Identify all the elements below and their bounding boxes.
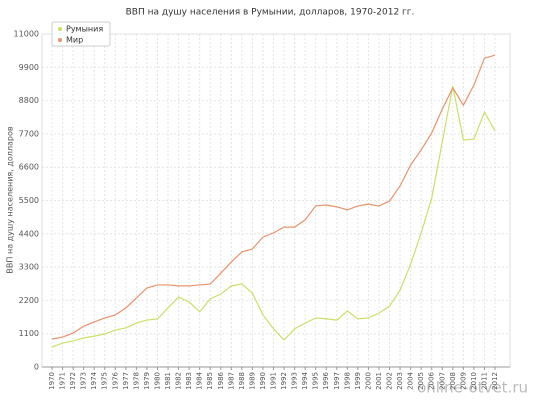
y-tick-label: 6600 (19, 163, 39, 172)
x-tick-label: 2011 (480, 372, 488, 390)
x-tick-label: 1996 (322, 371, 330, 389)
x-tick-label: 1978 (132, 372, 140, 390)
x-tick-label: 1987 (227, 372, 235, 390)
x-tick-label: 1974 (90, 371, 98, 389)
line-series (51, 54, 496, 340)
x-tick-label: 1981 (164, 372, 172, 390)
y-tick-label: 0 (34, 363, 39, 372)
x-tick-label: 1976 (111, 371, 119, 389)
legend-box (51, 21, 111, 47)
x-tick-label: 1977 (122, 372, 130, 390)
legend-label: Румыния (66, 25, 103, 34)
y-axis-label: ВВП на душу населения, долларов (6, 126, 15, 273)
x-tick-label: 2000 (364, 372, 372, 390)
x-tick-label: 1979 (143, 372, 151, 390)
x-tick-label: 1998 (343, 372, 351, 390)
x-tick-label: 1986 (217, 371, 225, 389)
x-tick-label: 2003 (396, 372, 404, 390)
y-tick-label: 1100 (19, 329, 39, 338)
x-tick-label: 1993 (291, 372, 299, 390)
y-tick-label: 4400 (19, 229, 39, 238)
x-tick-label: 2005 (417, 372, 425, 390)
x-tick-label: 1970 (48, 372, 56, 390)
x-tick-label: 1982 (175, 372, 183, 390)
x-tick-label: 1989 (248, 372, 256, 390)
x-tick-label: 2007 (438, 372, 446, 390)
y-tick-label: 5500 (19, 196, 39, 205)
x-tick-label: 2012 (491, 372, 499, 390)
x-tick-label: 2009 (459, 372, 467, 390)
y-tick-label: 11000 (14, 30, 39, 39)
x-tick-label: 2008 (449, 372, 457, 390)
x-tick-label: 1971 (59, 372, 67, 390)
x-tick-label: 2001 (375, 372, 383, 390)
x-tick-label: 1991 (270, 372, 278, 390)
legend: Румыния Мир (51, 21, 111, 47)
x-tick-label: 1975 (101, 372, 109, 390)
y-tick-label: 2200 (19, 296, 39, 305)
legend-marker (58, 38, 62, 42)
x-tick-label: 1994 (301, 371, 309, 389)
y-tick-label: 3300 (19, 263, 39, 272)
legend-label: Мир (66, 36, 83, 45)
x-tick-label: 1990 (259, 372, 267, 390)
x-tick-label: 1995 (312, 372, 320, 390)
x-tick-label: 1972 (69, 372, 77, 390)
x-tick-label: 2004 (407, 371, 415, 389)
x-tick-label: 1985 (206, 372, 214, 390)
x-tick-label: 2002 (386, 372, 394, 390)
y-tick-label: 8800 (19, 96, 39, 105)
x-tick-label: 1988 (238, 372, 246, 390)
x-tick-label: 1973 (80, 372, 88, 390)
chart-title: ВВП на душу населения в Румынии, долларо… (126, 8, 415, 18)
x-tick-label: 1980 (153, 372, 161, 390)
x-tick-label: 1984 (196, 371, 204, 389)
x-tick-label: 1999 (354, 372, 362, 390)
watermark: online-otvet.ru (417, 379, 528, 397)
x-tick-label: 2006 (428, 371, 436, 389)
x-tick-label: 1983 (185, 372, 193, 390)
legend-marker (58, 27, 62, 31)
x-tick-label: 1992 (280, 372, 288, 390)
x-tick-label: 2010 (470, 372, 478, 390)
y-tick-label: 9900 (19, 63, 39, 72)
y-tick-label: 7700 (19, 129, 39, 138)
x-tick-label: 1997 (333, 372, 341, 390)
line-series (51, 85, 496, 348)
